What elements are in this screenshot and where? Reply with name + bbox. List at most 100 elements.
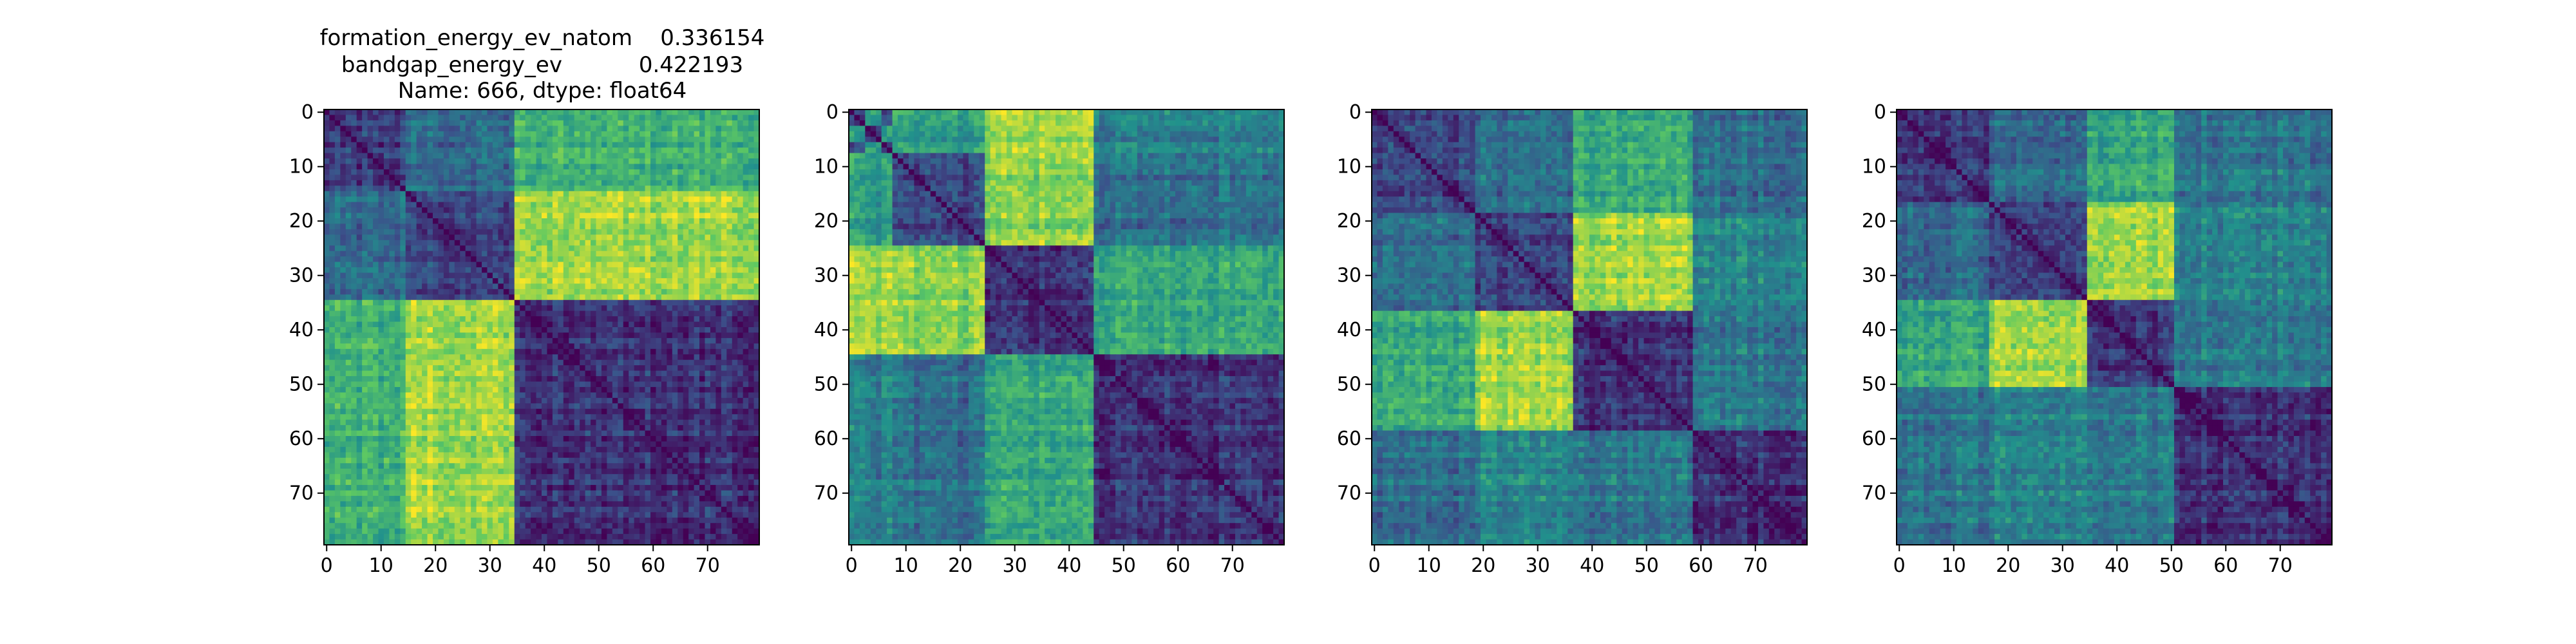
heatmap-cell <box>656 251 661 257</box>
heatmap-cell <box>460 289 466 295</box>
heatmap-cell <box>748 251 754 257</box>
heatmap-cell <box>406 223 412 229</box>
heatmap-cell <box>574 126 580 131</box>
heatmap-cell <box>379 322 384 328</box>
heatmap-cell <box>428 164 433 170</box>
heatmap-cell <box>591 213 596 219</box>
heatmap-cell <box>558 218 564 224</box>
heatmap-cell <box>629 158 634 164</box>
heatmap-cell <box>324 202 330 208</box>
heatmap-cell <box>699 392 705 398</box>
heatmap-cell <box>460 305 466 311</box>
heatmap-cell <box>607 431 612 437</box>
heatmap-cell <box>618 229 623 235</box>
heatmap-cell <box>417 447 422 453</box>
heatmap-cell <box>710 420 716 426</box>
heatmap-cell <box>639 376 645 382</box>
heatmap-cell <box>732 126 738 131</box>
heatmap-cell <box>585 251 591 257</box>
heatmap-cell <box>591 332 596 338</box>
heatmap-cell <box>526 354 531 360</box>
heatmap-cell <box>612 223 618 229</box>
heatmap-cell <box>329 115 335 120</box>
heatmap-cell <box>531 365 536 371</box>
heatmap-cell <box>471 338 477 344</box>
heatmap-cell <box>612 213 618 219</box>
heatmap-cell <box>705 164 711 170</box>
heatmap-cell <box>335 392 341 398</box>
heatmap-cell <box>639 343 645 349</box>
heatmap-cell <box>389 137 395 142</box>
heatmap-cell <box>639 169 645 175</box>
heatmap-cell <box>335 431 341 437</box>
heatmap-cell <box>585 322 591 328</box>
heatmap-cell <box>329 131 335 137</box>
heatmap-cell <box>618 142 623 148</box>
heatmap-cell <box>340 403 346 409</box>
heatmap-cell <box>460 256 466 262</box>
heatmap-cell <box>324 234 330 240</box>
heatmap-cell <box>661 147 667 153</box>
heatmap-cell <box>346 343 352 349</box>
heatmap-cell <box>417 262 422 268</box>
heatmap-cell <box>737 191 743 197</box>
heatmap-cell <box>411 120 417 126</box>
heatmap-cell <box>324 387 330 393</box>
heatmap-cell <box>645 441 651 447</box>
heatmap-cell <box>417 441 422 447</box>
heatmap-cell <box>357 332 363 338</box>
heatmap-cell <box>694 207 700 213</box>
heatmap-cell <box>373 131 379 137</box>
heatmap-cell <box>623 436 629 442</box>
heatmap-cell <box>553 153 558 159</box>
heatmap-cell <box>444 360 450 366</box>
heatmap-cell <box>732 207 738 213</box>
heatmap-cell <box>748 300 754 306</box>
heatmap-cell <box>721 354 727 360</box>
heatmap-cell <box>329 229 335 235</box>
heatmap-cell <box>466 371 471 377</box>
heatmap-cell <box>411 202 417 208</box>
heatmap-cell <box>667 256 672 262</box>
heatmap-cell <box>683 387 689 393</box>
heatmap-cell <box>395 240 401 246</box>
heatmap-cell <box>477 283 482 289</box>
heatmap-cell <box>607 213 612 219</box>
heatmap-cell <box>368 354 374 360</box>
heatmap-cell <box>411 191 417 197</box>
heatmap-cell <box>639 185 645 191</box>
heatmap-cell <box>417 131 422 137</box>
heatmap-cell <box>351 349 357 355</box>
heatmap-cell <box>433 207 439 213</box>
heatmap-cell <box>721 273 727 279</box>
heatmap-cell <box>351 343 357 349</box>
heatmap-cell <box>677 213 683 219</box>
heatmap-cell <box>411 425 417 431</box>
heatmap-cell <box>607 175 612 180</box>
heatmap-cell <box>536 175 542 180</box>
heatmap-cell <box>411 115 417 120</box>
heatmap-cell <box>721 218 727 224</box>
heatmap-cell <box>553 392 558 398</box>
heatmap-cell <box>433 223 439 229</box>
heatmap-cell <box>677 365 683 371</box>
heatmap-cell <box>639 322 645 328</box>
heatmap-cell <box>488 387 493 393</box>
heatmap-cell <box>536 267 542 273</box>
heatmap-cell <box>683 175 689 180</box>
heatmap-cell <box>623 256 629 262</box>
heatmap-cell <box>428 420 433 426</box>
heatmap-cell <box>585 420 591 426</box>
heatmap-cell <box>324 398 330 404</box>
heatmap-cell <box>629 409 634 415</box>
heatmap-cell <box>645 245 651 251</box>
heatmap-cell <box>634 376 640 382</box>
heatmap-cell <box>607 387 612 393</box>
heatmap-cell <box>536 349 542 355</box>
heatmap-cell <box>623 371 629 377</box>
heatmap-cell <box>531 153 536 159</box>
heatmap-cell <box>656 153 661 159</box>
heatmap-cell <box>368 267 374 273</box>
heatmap-cell <box>661 164 667 170</box>
heatmap-cell <box>357 403 363 409</box>
